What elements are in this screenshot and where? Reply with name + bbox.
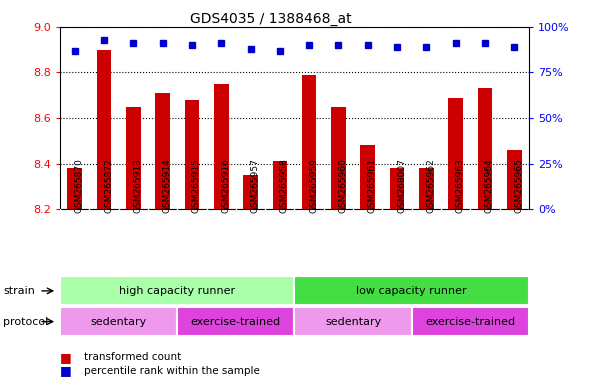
Bar [97, 50, 111, 209]
Bar [243, 175, 258, 209]
Text: sedentary: sedentary [91, 316, 147, 327]
Text: GSM265962: GSM265962 [426, 158, 435, 213]
Bar [389, 168, 404, 209]
Text: GSM265961: GSM265961 [368, 158, 377, 213]
Text: GSM268007: GSM268007 [397, 158, 406, 213]
Text: GSM265957: GSM265957 [251, 158, 260, 213]
Text: transformed count: transformed count [84, 352, 182, 362]
Text: strain: strain [3, 286, 35, 296]
Bar [67, 168, 82, 209]
Bar [126, 107, 141, 209]
Bar [185, 100, 200, 209]
Text: GSM265964: GSM265964 [485, 158, 494, 213]
Bar [60, 276, 294, 305]
Text: GSM265913: GSM265913 [133, 158, 142, 213]
Bar [419, 168, 434, 209]
Bar [448, 98, 463, 209]
Bar [214, 84, 228, 209]
Bar [478, 88, 492, 209]
Bar [60, 307, 177, 336]
Bar [361, 146, 375, 209]
Text: GDS4035 / 1388468_at: GDS4035 / 1388468_at [190, 12, 351, 25]
Bar [507, 150, 522, 209]
Text: ■: ■ [60, 364, 72, 377]
Text: GSM265960: GSM265960 [338, 158, 347, 213]
Text: protocol: protocol [3, 316, 48, 327]
Text: GSM265965: GSM265965 [514, 158, 523, 213]
Bar [412, 307, 529, 336]
Text: GSM265915: GSM265915 [192, 158, 201, 213]
Text: GSM265914: GSM265914 [163, 158, 172, 213]
Text: high capacity runner: high capacity runner [119, 286, 236, 296]
Text: percentile rank within the sample: percentile rank within the sample [84, 366, 260, 376]
Text: GSM265870: GSM265870 [75, 158, 84, 213]
Text: GSM265959: GSM265959 [309, 158, 318, 213]
Text: GSM265916: GSM265916 [221, 158, 230, 213]
Text: exercise-trained: exercise-trained [426, 316, 515, 327]
Bar [331, 107, 346, 209]
Text: GSM265958: GSM265958 [280, 158, 289, 213]
Text: low capacity runner: low capacity runner [356, 286, 467, 296]
Text: ■: ■ [60, 351, 72, 364]
Text: exercise-trained: exercise-trained [191, 316, 281, 327]
Text: GSM265872: GSM265872 [104, 158, 113, 213]
Bar [177, 307, 294, 336]
Bar [302, 75, 317, 209]
Text: sedentary: sedentary [325, 316, 381, 327]
Bar [294, 276, 529, 305]
Bar [155, 93, 170, 209]
Bar [272, 161, 287, 209]
Text: GSM265963: GSM265963 [456, 158, 465, 213]
Bar [294, 307, 412, 336]
